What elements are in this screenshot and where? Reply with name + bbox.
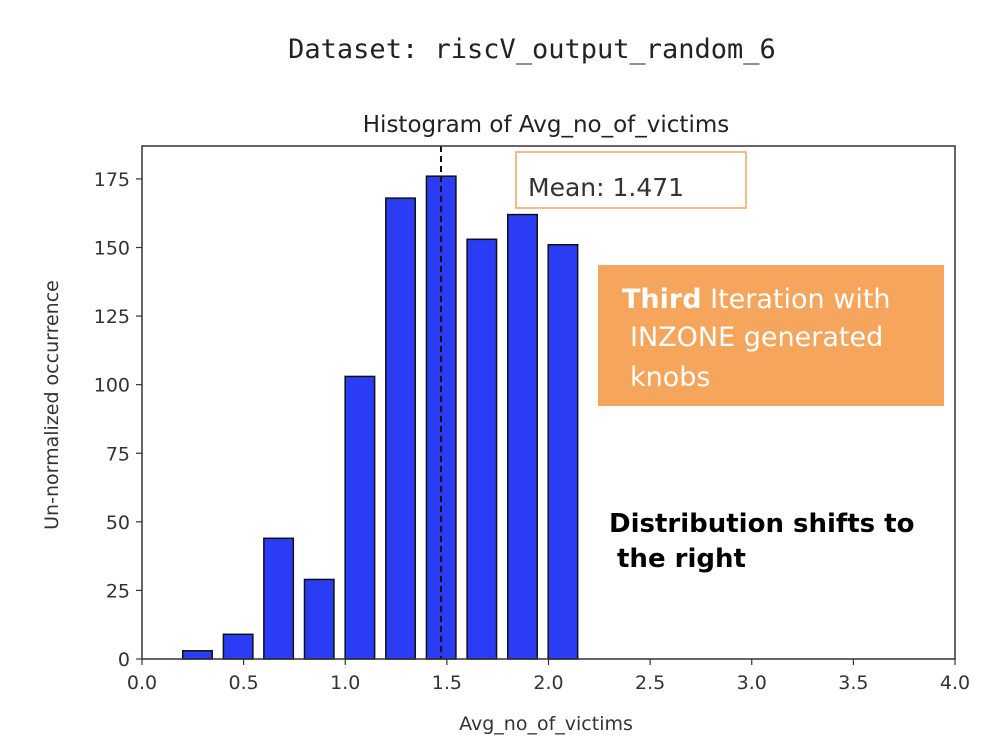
y-tick-label: 25 [106,580,130,602]
histogram-bar [263,537,295,660]
histogram-bar [222,633,254,660]
x-axis-label: Avg_no_of_victims [459,713,633,735]
histogram-bar [182,650,213,660]
iteration-callout: Third Iteration with INZONE generated kn… [598,265,944,406]
x-tick-label: 4.0 [940,672,970,694]
callout-line-3: knobs [630,362,710,393]
y-tick-label: 75 [106,443,130,465]
callout-bold-word: Third [622,284,702,315]
bars-layer [182,175,579,660]
histogram-bar [385,197,417,660]
mean-annotation-box: Mean: 1.471 [515,151,747,209]
note-line-1: Distribution shifts to [609,509,914,539]
callout-line-1: Third Iteration with [622,284,891,315]
x-tick-label: 0.0 [127,672,157,694]
x-tick-label: 2.5 [635,672,665,694]
histogram-bar [344,375,376,660]
mean-box-border [515,151,747,209]
callout-background [598,265,944,406]
y-tick-label: 150 [94,238,130,260]
y-tick-label: 175 [94,169,130,191]
x-tick-label: 3.0 [737,672,767,694]
x-tick-label: 0.5 [229,672,259,694]
y-axis-ticks: 0 25 50 75 100 125 150 175 [94,169,142,671]
histogram-bar [303,578,335,660]
distribution-note: Distribution shifts to the right [609,509,914,574]
x-tick-label: 1.0 [330,672,360,694]
x-tick-label: 3.5 [838,672,868,694]
x-axis-ticks: 0.0 0.5 1.0 1.5 2.0 2.5 3.0 3.5 4.0 [127,659,970,694]
y-tick-label: 0 [118,649,130,671]
y-tick-label: 50 [106,512,130,534]
mean-text: Mean: 1.471 [528,173,684,202]
x-tick-label: 2.0 [533,672,563,694]
callout-line-1-rest: Iteration with [702,284,891,315]
y-tick-label: 100 [94,375,130,397]
y-axis-label: Un-normalized occurrence [41,280,63,530]
x-tick-label: 1.5 [432,672,462,694]
histogram-bar [506,213,538,660]
dataset-label: Dataset: riscV_output_random_6 [288,34,776,65]
histogram-bar [466,238,498,660]
note-line-2: the right [617,544,746,574]
y-tick-label: 125 [94,306,130,328]
callout-line-2: INZONE generated [630,322,883,353]
histogram-bar [547,244,579,660]
chart-title: Histogram of Avg_no_of_victims [363,112,729,138]
